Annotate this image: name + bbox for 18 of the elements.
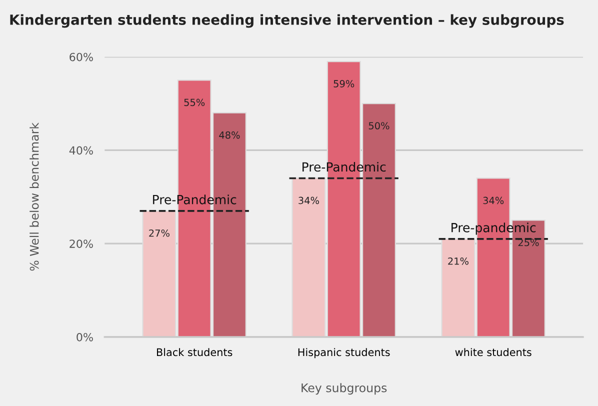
y-tick-label: 40%: [69, 146, 93, 155]
data-label: 48%: [219, 131, 240, 139]
x-tick-label: white students: [455, 348, 532, 356]
data-label: 34%: [483, 196, 504, 204]
data-label: 59%: [334, 80, 354, 88]
data-label: 34%: [298, 196, 319, 204]
y-tick-label: 0%: [76, 332, 93, 342]
y-axis-title: % Well below benchmark: [30, 122, 39, 271]
data-label: 55%: [184, 98, 205, 106]
chart-title: Kindergarten students needing intensive intervention – key subgroups: [10, 14, 564, 28]
data-label: 50%: [368, 122, 390, 130]
y-tick-label: 60%: [70, 52, 93, 62]
x-tick-label: Black students: [157, 348, 232, 356]
x-tick-label: Hispanic students: [298, 348, 390, 358]
y-tick-label: 20%: [70, 240, 93, 248]
data-label: 27%: [149, 229, 170, 237]
data-label: 21%: [448, 257, 468, 265]
x-axis-title: Key subgroups: [302, 383, 387, 395]
